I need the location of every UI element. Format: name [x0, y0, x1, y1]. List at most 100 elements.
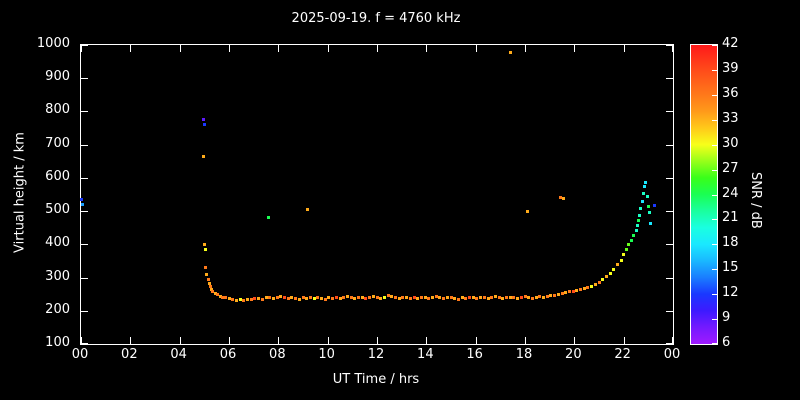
data-point [207, 281, 211, 285]
data-point [327, 296, 331, 300]
y-tick-mark [81, 78, 88, 80]
data-point [257, 296, 261, 300]
data-point [386, 293, 390, 297]
x-tick-mark [623, 45, 625, 52]
data-point [264, 296, 268, 300]
x-tick-mark [574, 337, 576, 344]
data-point [338, 297, 342, 301]
y-tick-label: 100 [45, 335, 70, 350]
colorbar-tick-label: 30 [722, 135, 739, 151]
data-point [242, 298, 246, 302]
data-point [601, 278, 605, 282]
y-tick-label: 800 [45, 102, 70, 118]
data-point [312, 297, 316, 301]
data-point [482, 295, 486, 299]
data-point [316, 296, 320, 300]
data-point [545, 295, 549, 299]
data-point [202, 242, 206, 246]
data-point [371, 294, 375, 298]
data-point [279, 294, 283, 298]
x-tick-label: 00 [71, 347, 89, 362]
data-point [231, 298, 235, 302]
data-point [223, 295, 227, 299]
data-point [364, 296, 368, 300]
x-tick-mark [327, 337, 329, 344]
y-tick-mark [666, 144, 673, 146]
data-point [542, 295, 545, 299]
x-tick-label: 12 [367, 347, 385, 362]
data-point [323, 297, 327, 301]
data-point [401, 295, 405, 299]
data-point [490, 295, 494, 299]
data-point [268, 295, 272, 299]
data-point [553, 293, 557, 297]
colorbar-label: SNR / dB [748, 171, 763, 229]
x-tick-label: 20 [565, 347, 582, 362]
data-point [519, 295, 523, 299]
data-point [486, 296, 490, 300]
data-point [379, 296, 383, 300]
data-point [290, 295, 294, 299]
data-point [639, 206, 643, 210]
plot-area [80, 44, 674, 345]
data-point [227, 297, 231, 301]
x-tick-label: 04 [170, 347, 187, 362]
y-tick-label: 700 [45, 135, 70, 151]
x-axis-tick-labels: 00 02 04 06 08 10 12 14 16 18 20 22 00 [72, 347, 681, 365]
data-point [460, 296, 464, 300]
x-tick-mark [623, 337, 625, 344]
data-point [209, 285, 212, 289]
y-tick-mark [666, 211, 673, 213]
data-point [408, 297, 412, 301]
colorbar-tick-label: 36 [722, 85, 739, 101]
colorbar-tick-mark [712, 169, 717, 171]
data-point [456, 297, 460, 301]
y-tick-label: 300 [45, 268, 70, 284]
x-tick-mark [377, 337, 378, 344]
data-point [201, 118, 205, 122]
data-point [556, 292, 560, 296]
x-tick-mark [179, 337, 181, 344]
data-point [301, 296, 305, 300]
y-tick-label: 400 [45, 235, 70, 251]
data-point [453, 296, 457, 300]
data-point [427, 296, 431, 300]
colorbar-tick-mark [712, 244, 717, 246]
colorbar-tick-mark [712, 269, 717, 271]
colorbar-tick-mark [712, 119, 717, 121]
data-point [211, 290, 215, 293]
y-tick-mark [81, 244, 88, 246]
data-point [442, 296, 446, 300]
data-point [210, 287, 214, 291]
data-point [649, 222, 653, 226]
data-point [527, 295, 531, 299]
data-point [202, 154, 206, 158]
data-point [608, 271, 612, 275]
data-point [567, 290, 571, 294]
data-point [449, 296, 453, 300]
data-point [579, 288, 582, 291]
data-point [635, 223, 639, 227]
data-point [648, 211, 652, 215]
data-point [246, 297, 249, 301]
data-point [645, 194, 649, 198]
data-point [306, 207, 310, 211]
y-tick-mark [666, 78, 673, 80]
data-point [604, 275, 608, 279]
data-point [590, 284, 594, 288]
x-tick-label: 22 [614, 347, 631, 362]
data-point [334, 295, 338, 299]
colorbar-tick-label: 9 [722, 310, 731, 326]
data-point [593, 283, 597, 287]
data-point [286, 297, 290, 301]
colorbar-tick-label: 27 [722, 160, 739, 176]
colorbar-tick-mark [712, 219, 717, 221]
data-point [253, 297, 257, 301]
data-point [643, 185, 647, 189]
chart-title: 2025-09-19. f = 4760 kHz [291, 11, 461, 26]
data-point [597, 281, 601, 285]
data-point [213, 292, 217, 295]
data-point [357, 295, 360, 299]
y-tick-label: 600 [45, 168, 70, 184]
